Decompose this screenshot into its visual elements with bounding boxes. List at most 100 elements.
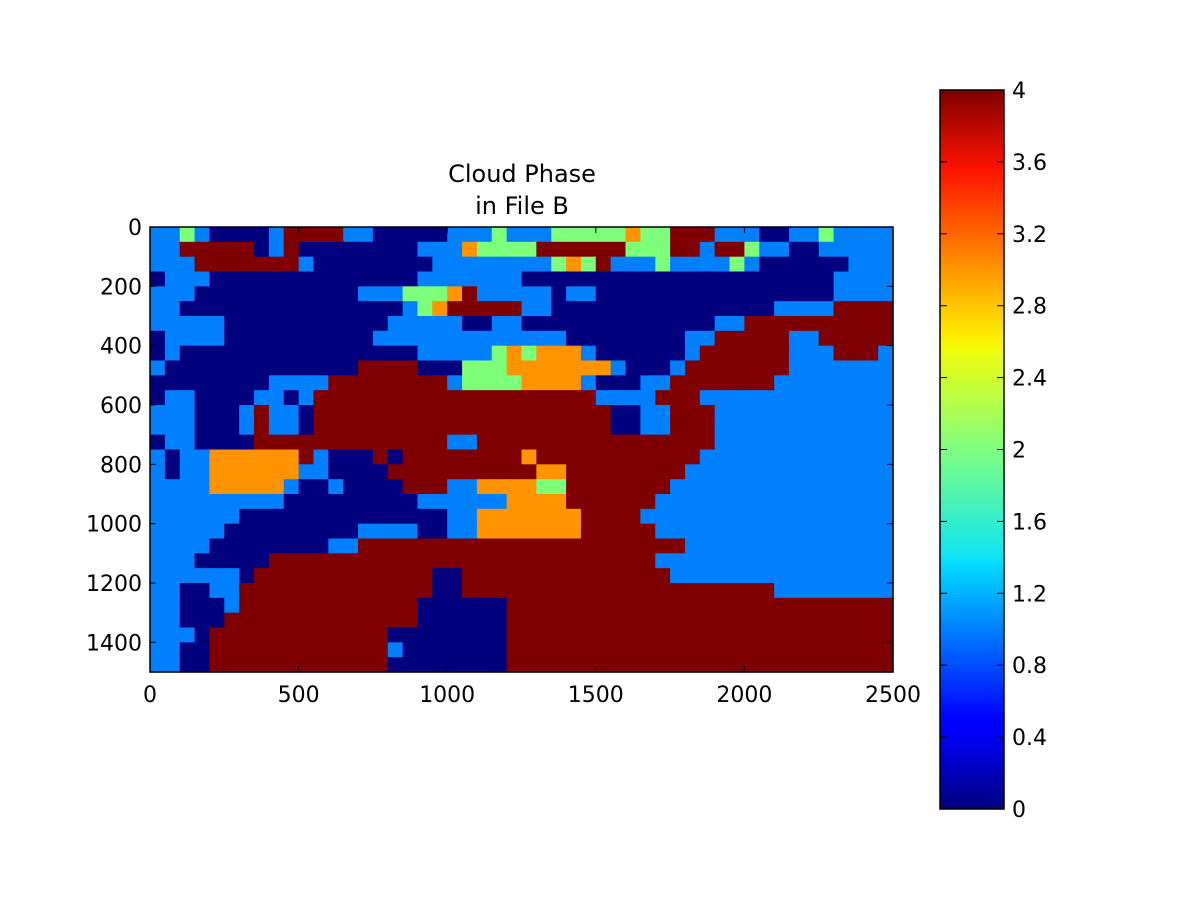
- heatmap-cell: [254, 568, 270, 584]
- heatmap-cell: [328, 523, 344, 540]
- heatmap-cell: [818, 508, 835, 525]
- heatmap-cell: [179, 568, 196, 584]
- heatmap-cell: [358, 241, 374, 258]
- heatmap-cell: [224, 464, 240, 480]
- heatmap-cell: [150, 375, 166, 391]
- heatmap-cell: [759, 612, 775, 629]
- heatmap-cell: [328, 627, 344, 643]
- heatmap-cell: [402, 271, 419, 287]
- heatmap-cell: [774, 508, 790, 525]
- heatmap-cell: [254, 597, 270, 614]
- heatmap-cell: [595, 642, 612, 658]
- heatmap-cell: [566, 568, 582, 584]
- heatmap-cell: [313, 375, 329, 391]
- heatmap-cell: [476, 256, 493, 273]
- heatmap-cell: [566, 390, 582, 406]
- heatmap-cell: [521, 390, 537, 406]
- heatmap-cell: [372, 301, 389, 317]
- heatmap-cell: [744, 464, 760, 480]
- x-tick-label: 1000: [419, 683, 475, 708]
- heatmap-cell: [402, 345, 419, 362]
- heatmap-cell: [462, 657, 478, 673]
- heatmap-cell: [283, 227, 300, 243]
- heatmap-cell: [848, 345, 864, 362]
- heatmap-cell: [343, 434, 359, 451]
- heatmap-cell: [179, 657, 196, 673]
- heatmap-cell: [254, 241, 270, 258]
- heatmap-cell: [179, 330, 196, 347]
- heatmap-cell: [684, 419, 701, 436]
- heatmap-cell: [640, 627, 656, 643]
- heatmap-cell: [521, 642, 537, 658]
- heatmap-cell: [164, 301, 181, 317]
- heatmap-cell: [640, 464, 656, 480]
- heatmap-cell: [298, 301, 315, 317]
- heatmap-cell: [268, 345, 285, 362]
- heatmap-cell: [774, 271, 790, 287]
- heatmap-cell: [476, 568, 493, 584]
- heatmap-cell: [476, 597, 493, 614]
- heatmap-cell: [179, 360, 196, 376]
- heatmap-cell: [610, 227, 627, 243]
- heatmap-cell: [729, 256, 745, 273]
- heatmap-cell: [268, 523, 285, 540]
- heatmap-cell: [283, 612, 300, 629]
- heatmap-cell: [387, 375, 404, 391]
- heatmap-cell: [580, 271, 597, 287]
- heatmap-cell: [328, 434, 344, 451]
- heatmap-cell: [833, 434, 850, 451]
- heatmap-cell: [774, 256, 790, 273]
- heatmap-cell: [298, 271, 315, 287]
- heatmap-cell: [150, 627, 166, 643]
- heatmap-cell: [863, 627, 879, 643]
- heatmap-cell: [476, 434, 493, 451]
- heatmap-cell: [566, 286, 582, 302]
- heatmap-cell: [655, 568, 671, 584]
- heatmap-cell: [551, 523, 567, 540]
- heatmap-cell: [640, 583, 656, 599]
- heatmap-cell: [878, 271, 894, 287]
- heatmap-cell: [566, 271, 582, 287]
- heatmap-cell: [878, 464, 894, 480]
- heatmap-cell: [670, 553, 686, 569]
- heatmap-cell: [462, 256, 478, 273]
- heatmap-cell: [670, 286, 686, 302]
- heatmap-cell: [714, 583, 731, 599]
- heatmap-cell: [684, 405, 701, 421]
- heatmap-cell: [803, 494, 820, 510]
- heatmap-cell: [328, 286, 344, 302]
- heatmap-cell: [655, 583, 671, 599]
- heatmap-cell: [194, 316, 211, 332]
- heatmap-cell: [313, 256, 329, 273]
- heatmap-cell: [432, 390, 448, 406]
- heatmap-cell: [803, 449, 820, 465]
- heatmap-cell: [833, 612, 850, 629]
- heatmap-cell: [209, 316, 225, 332]
- heatmap-cell: [551, 434, 567, 451]
- heatmap-cell: [476, 494, 493, 510]
- heatmap-cell: [536, 256, 552, 273]
- heatmap-cell: [774, 553, 790, 569]
- heatmap-cell: [878, 508, 894, 525]
- heatmap-cell: [164, 568, 181, 584]
- heatmap-cell: [239, 583, 255, 599]
- heatmap-cell: [224, 227, 240, 243]
- heatmap-cell: [833, 627, 850, 643]
- heatmap-cell: [566, 553, 582, 569]
- heatmap-cell: [863, 316, 879, 332]
- heatmap-cell: [313, 642, 329, 658]
- heatmap-cell: [744, 553, 760, 569]
- heatmap-cell: [358, 345, 374, 362]
- heatmap-cell: [432, 597, 448, 614]
- heatmap-cell: [863, 241, 879, 258]
- heatmap-cell: [239, 523, 255, 540]
- heatmap-cell: [343, 405, 359, 421]
- heatmap-cell: [521, 612, 537, 629]
- heatmap-cell: [699, 316, 716, 332]
- heatmap-cell: [491, 330, 508, 347]
- heatmap-cell: [164, 479, 181, 495]
- heatmap-cell: [774, 375, 790, 391]
- heatmap-cell: [580, 434, 597, 451]
- heatmap-cell: [788, 360, 805, 376]
- heatmap-cell: [610, 627, 627, 643]
